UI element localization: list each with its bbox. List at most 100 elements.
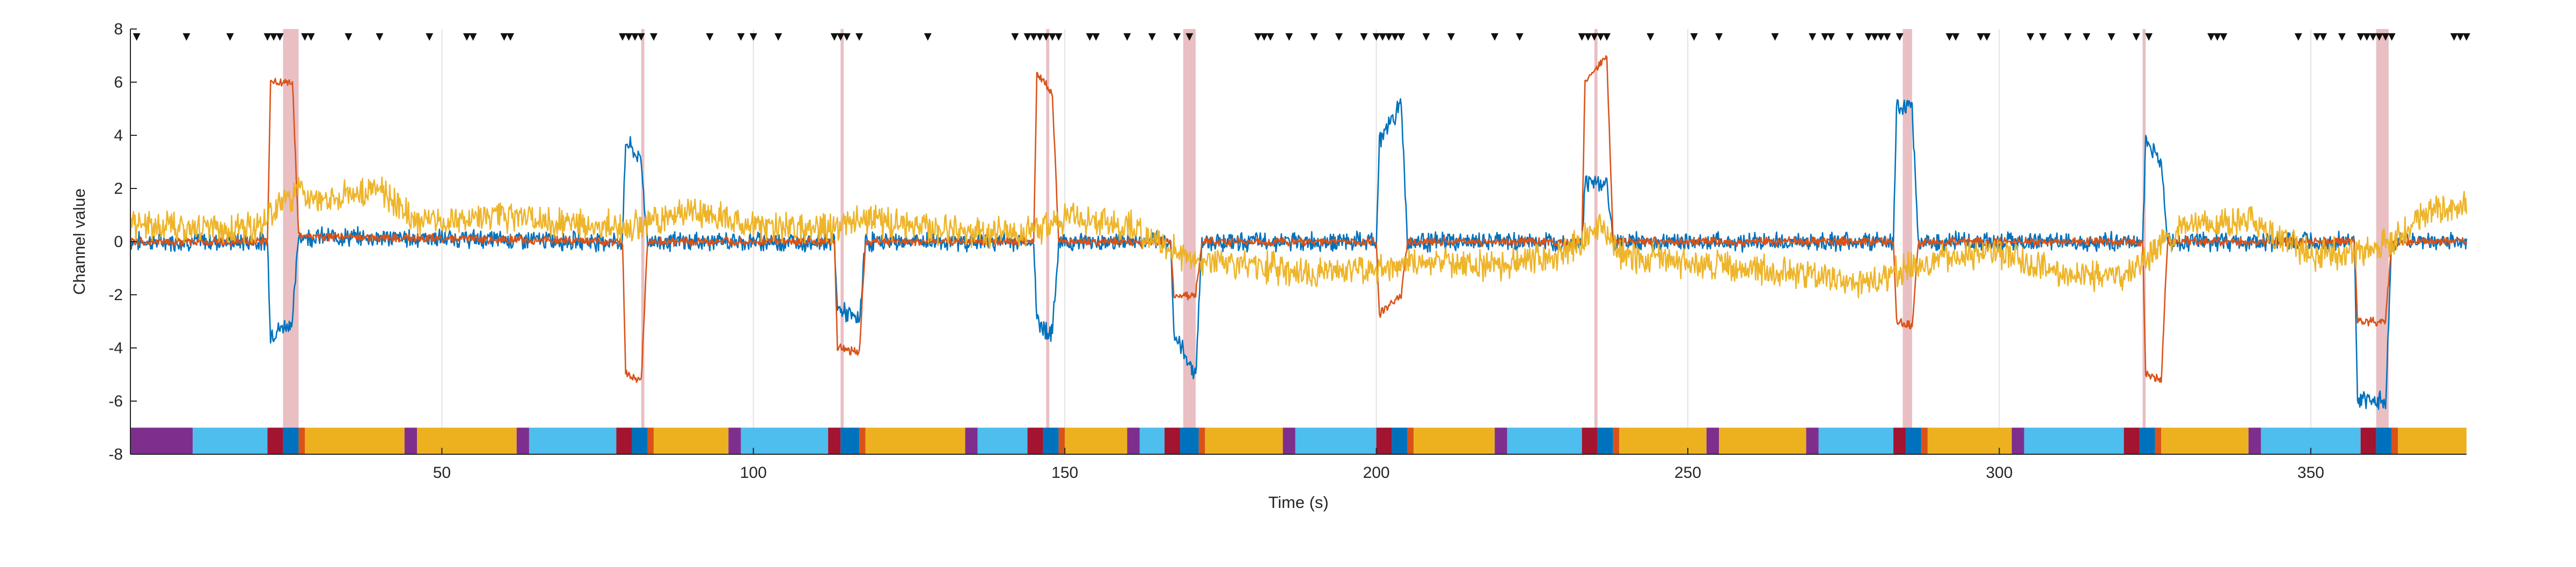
event-marker xyxy=(1335,33,1343,41)
phase-segment-purple xyxy=(965,427,978,454)
event-marker xyxy=(345,33,353,41)
event-marker xyxy=(619,33,627,41)
phase-segment-red xyxy=(2124,427,2140,454)
event-marker xyxy=(1055,33,1063,41)
axes xyxy=(130,28,2467,455)
phase-segment-yellow xyxy=(1619,427,1707,454)
event-marker xyxy=(837,33,845,41)
event-marker xyxy=(1048,33,1056,41)
phase-segment-red xyxy=(828,427,841,454)
phase-segment-cyan xyxy=(193,427,268,454)
phase-segment-red xyxy=(2360,427,2376,454)
event-marker xyxy=(2388,33,2396,41)
event-marker xyxy=(1011,33,1019,41)
event-marker xyxy=(1883,33,1891,41)
phase-segment-orange xyxy=(1921,427,1928,454)
event-marker xyxy=(2207,33,2215,41)
event-marker xyxy=(1447,33,1455,41)
event-marker xyxy=(1877,33,1885,41)
event-marker xyxy=(1821,33,1829,41)
x-tick-label: 200 xyxy=(1363,464,1390,482)
event-marker xyxy=(1871,33,1879,41)
highlight-band xyxy=(1902,29,1912,454)
series-line-orange xyxy=(129,55,2468,383)
phase-segment-orange xyxy=(2391,427,2398,454)
phase-segment-blue xyxy=(632,427,648,454)
y-tick-label: 0 xyxy=(114,233,123,251)
event-marker xyxy=(625,33,633,41)
event-marker xyxy=(2450,33,2458,41)
event-marker xyxy=(1185,33,1194,41)
y-tick-label: -8 xyxy=(108,446,123,463)
x-axis-label: Time (s) xyxy=(1268,493,1329,512)
event-marker xyxy=(924,33,932,41)
phase-segment-orange xyxy=(1198,427,1205,454)
x-tick-label: 300 xyxy=(1986,464,2012,482)
phase-segment-blue xyxy=(1043,427,1059,454)
event-marker xyxy=(1030,33,1038,41)
event-marker xyxy=(650,33,658,41)
event-marker xyxy=(2382,33,2390,41)
phase-segment-cyan xyxy=(529,427,617,454)
event-marker xyxy=(843,33,851,41)
event-marker xyxy=(2456,33,2464,41)
phase-bar xyxy=(130,427,2467,454)
event-marker xyxy=(376,33,384,41)
phase-segment-blue xyxy=(2139,427,2155,454)
phase-segment-cyan xyxy=(2024,427,2124,454)
highlight-bands xyxy=(283,29,2389,454)
event-marker xyxy=(2338,33,2346,41)
series-line-blue xyxy=(129,98,2468,410)
phase-segment-orange xyxy=(1613,427,1620,454)
y-tick-label: 8 xyxy=(114,20,123,38)
phase-segment-cyan xyxy=(977,427,1028,454)
event-marker xyxy=(2369,33,2377,41)
series-lines xyxy=(129,55,2468,410)
event-marker xyxy=(774,33,782,41)
highlight-band xyxy=(641,29,645,454)
highlight-band xyxy=(1183,29,1196,454)
event-marker xyxy=(2064,33,2072,41)
phase-segment-purple xyxy=(728,427,741,454)
event-marker xyxy=(2145,33,2153,41)
phase-segment-red xyxy=(1582,427,1598,454)
event-marker xyxy=(307,33,315,41)
event-marker xyxy=(226,33,234,41)
phase-segment-blue xyxy=(1180,427,1199,454)
event-marker xyxy=(2107,33,2116,41)
event-marker xyxy=(1397,33,1406,41)
phase-segment-red xyxy=(267,427,283,454)
phase-segment-red xyxy=(1376,427,1392,454)
event-marker xyxy=(1372,33,1380,41)
phase-segment-red xyxy=(1893,427,1906,454)
event-marker xyxy=(2363,33,2371,41)
event-marker xyxy=(1952,33,1960,41)
y-tick-label: 6 xyxy=(114,74,123,91)
highlight-band xyxy=(1594,29,1598,454)
event-marker xyxy=(507,33,515,41)
event-marker xyxy=(1267,33,1275,41)
highlight-band xyxy=(840,29,844,454)
event-marker xyxy=(269,33,277,41)
event-marker xyxy=(1092,33,1100,41)
phase-segment-purple xyxy=(2011,427,2024,454)
event-marker xyxy=(2220,33,2228,41)
phase-segment-purple xyxy=(1706,427,1719,454)
event-marker xyxy=(133,33,141,41)
x-tick-label: 150 xyxy=(1051,464,1078,482)
event-marker xyxy=(1360,33,1368,41)
y-tick-label: 4 xyxy=(114,127,123,144)
event-marker xyxy=(1516,33,1524,41)
event-marker xyxy=(1173,33,1181,41)
event-marker xyxy=(1385,33,1393,41)
event-marker xyxy=(1809,33,1817,41)
phase-segment-yellow xyxy=(2161,427,2249,454)
event-marker xyxy=(1715,33,1723,41)
phase-segment-cyan xyxy=(1507,427,1582,454)
phase-segment-yellow xyxy=(654,427,729,454)
highlight-band xyxy=(283,29,299,454)
phase-segment-purple xyxy=(404,427,417,454)
event-marker xyxy=(2213,33,2221,41)
event-marker xyxy=(1827,33,1835,41)
